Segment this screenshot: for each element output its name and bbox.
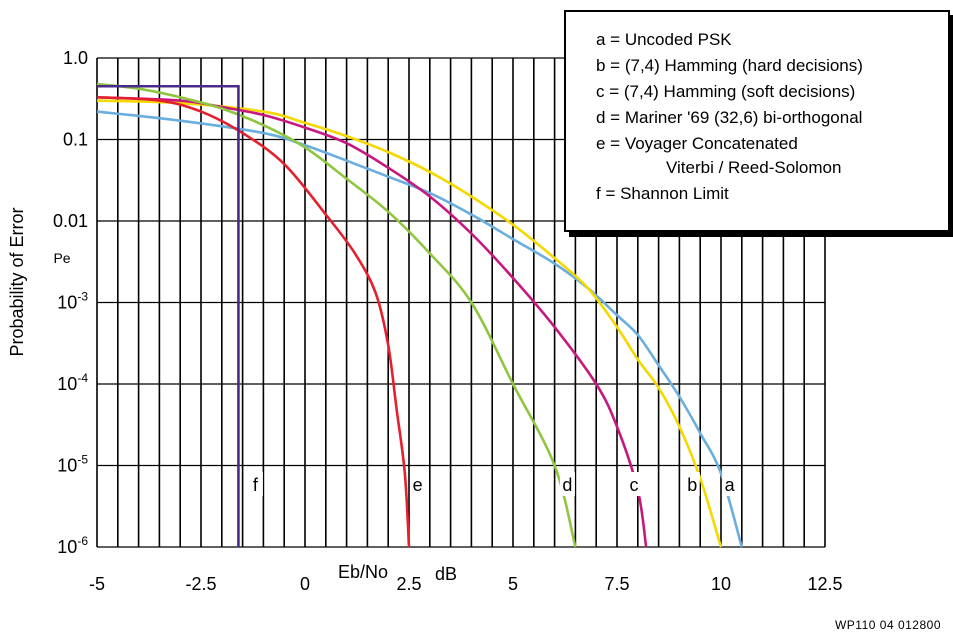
x-tick-label: 5	[508, 574, 518, 594]
legend-item-d: d = Mariner '69 (32,6) bi-orthogonal	[596, 108, 863, 127]
curve-label-b: b	[687, 475, 697, 495]
legend-item-e: e = Voyager Concatenated	[596, 134, 798, 153]
series-line-d	[96, 82, 577, 548]
curve-label-e: e	[413, 475, 423, 495]
y-axis-short-label: Pe	[53, 250, 70, 266]
curve-label-d: d	[562, 475, 572, 495]
curve-label-bg	[247, 472, 263, 496]
y-tick-label: 10-6	[57, 534, 88, 557]
y-tick-label: 0.01	[53, 211, 88, 231]
series-line-f	[97, 84, 240, 547]
legend: a = Uncoded PSK b = (7,4) Hamming (hard …	[564, 10, 950, 232]
x-axis-unit: dB	[435, 564, 457, 584]
x-axis-label: Eb/No	[338, 562, 388, 582]
curve-label-bg	[559, 472, 575, 496]
y-tick-label: 0.1	[63, 130, 88, 150]
x-tick-label: -2.5	[185, 574, 216, 594]
x-tick-label: 10	[711, 574, 731, 594]
x-tick-label: 2.5	[396, 574, 421, 594]
curve-label-c: c	[629, 475, 638, 495]
y-tick-label: 10-4	[57, 371, 88, 394]
figure-code: WP110 04 012800	[834, 618, 941, 632]
legend-item-a: a = Uncoded PSK	[596, 30, 732, 49]
series-line-c	[96, 95, 648, 548]
legend-item-b: b = (7,4) Hamming (hard decisions)	[596, 56, 863, 75]
curve-label-bg	[410, 472, 426, 496]
series-line-b	[96, 99, 723, 548]
x-tick-label: 12.5	[807, 574, 842, 594]
y-tick-label: 10-5	[57, 453, 88, 476]
y-tick-label: 1.0	[63, 48, 88, 68]
series-line-e	[96, 95, 411, 548]
curve-label-a: a	[725, 475, 736, 495]
legend-item-f: f = Shannon Limit	[596, 184, 729, 203]
x-tick-label: 0	[300, 574, 310, 594]
curve-label-bg	[684, 472, 700, 496]
series-group	[96, 82, 744, 548]
curve-label-bg	[722, 472, 738, 496]
series-line-a	[96, 110, 744, 548]
x-tick-label: 7.5	[604, 574, 629, 594]
y-tick-label: 10-3	[57, 290, 88, 313]
legend-item-e-continued: Viterbi / Reed-Solomon	[666, 158, 842, 177]
curve-label-bg	[626, 472, 642, 496]
curve-label-f: f	[253, 475, 259, 495]
y-axis-label: Probability of Error	[7, 207, 27, 356]
x-tick-label: -5	[89, 574, 105, 594]
legend-item-c: c = (7,4) Hamming (soft decisions)	[596, 82, 856, 101]
